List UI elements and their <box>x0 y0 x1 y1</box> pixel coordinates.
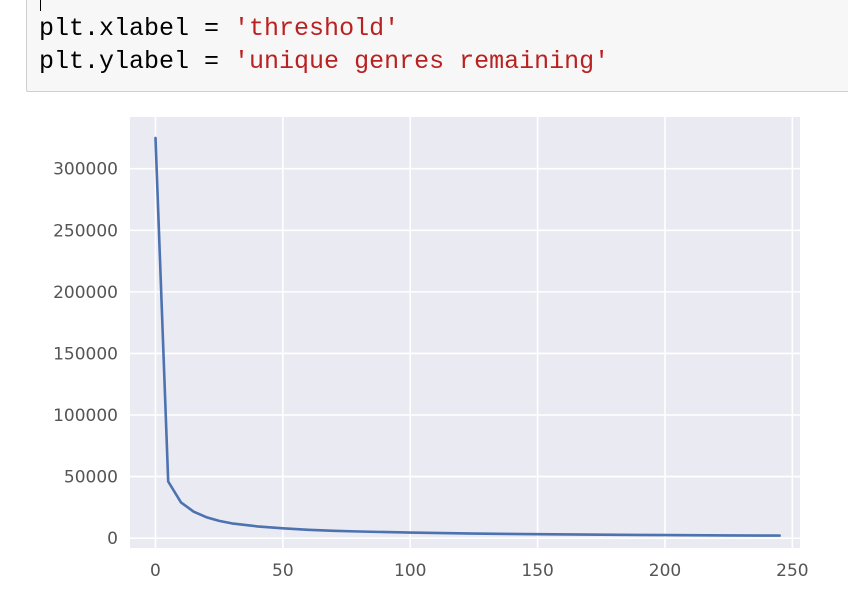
cell-output: 0 50 100 150 200 250 0 50000 100000 150000 200000 2… <box>0 93 848 606</box>
y-tick-label: 50000 <box>64 468 118 488</box>
code-operator: = <box>189 14 235 43</box>
code-operator: = <box>189 47 235 76</box>
code-cell[interactable]: plt.xlabel = 'threshold' plt.ylabel = 'u… <box>26 0 848 92</box>
x-tick-label: 100 <box>394 561 426 581</box>
y-tick-label: 300000 <box>53 160 118 180</box>
code-string: 'unique genres remaining' <box>234 47 610 76</box>
y-tick-label: 250000 <box>53 221 118 241</box>
text-cursor <box>40 0 41 11</box>
y-tick-label: 150000 <box>53 344 118 364</box>
x-tick-label: 50 <box>272 561 294 581</box>
y-tick-label: 200000 <box>53 283 118 303</box>
code-string: 'threshold' <box>234 14 400 43</box>
y-tick-label: 100000 <box>53 406 118 426</box>
line-chart: 0 50 100 150 200 250 0 50000 100000 150000 200000 2… <box>53 117 809 581</box>
code-target: plt.ylabel <box>39 47 190 76</box>
plot-background <box>130 117 800 548</box>
y-tick-label: 0 <box>107 529 118 549</box>
code-line-ylabel: plt.ylabel = 'unique genres remaining' <box>39 47 609 77</box>
x-tick-label: 150 <box>521 561 553 581</box>
x-tick-label: 200 <box>649 561 681 581</box>
code-target: plt.xlabel <box>39 14 190 43</box>
series-line <box>154 136 781 537</box>
x-tick-label: 250 <box>776 561 808 581</box>
x-tick-label: 0 <box>150 561 161 581</box>
code-line-xlabel: plt.xlabel = 'threshold' <box>39 14 399 44</box>
